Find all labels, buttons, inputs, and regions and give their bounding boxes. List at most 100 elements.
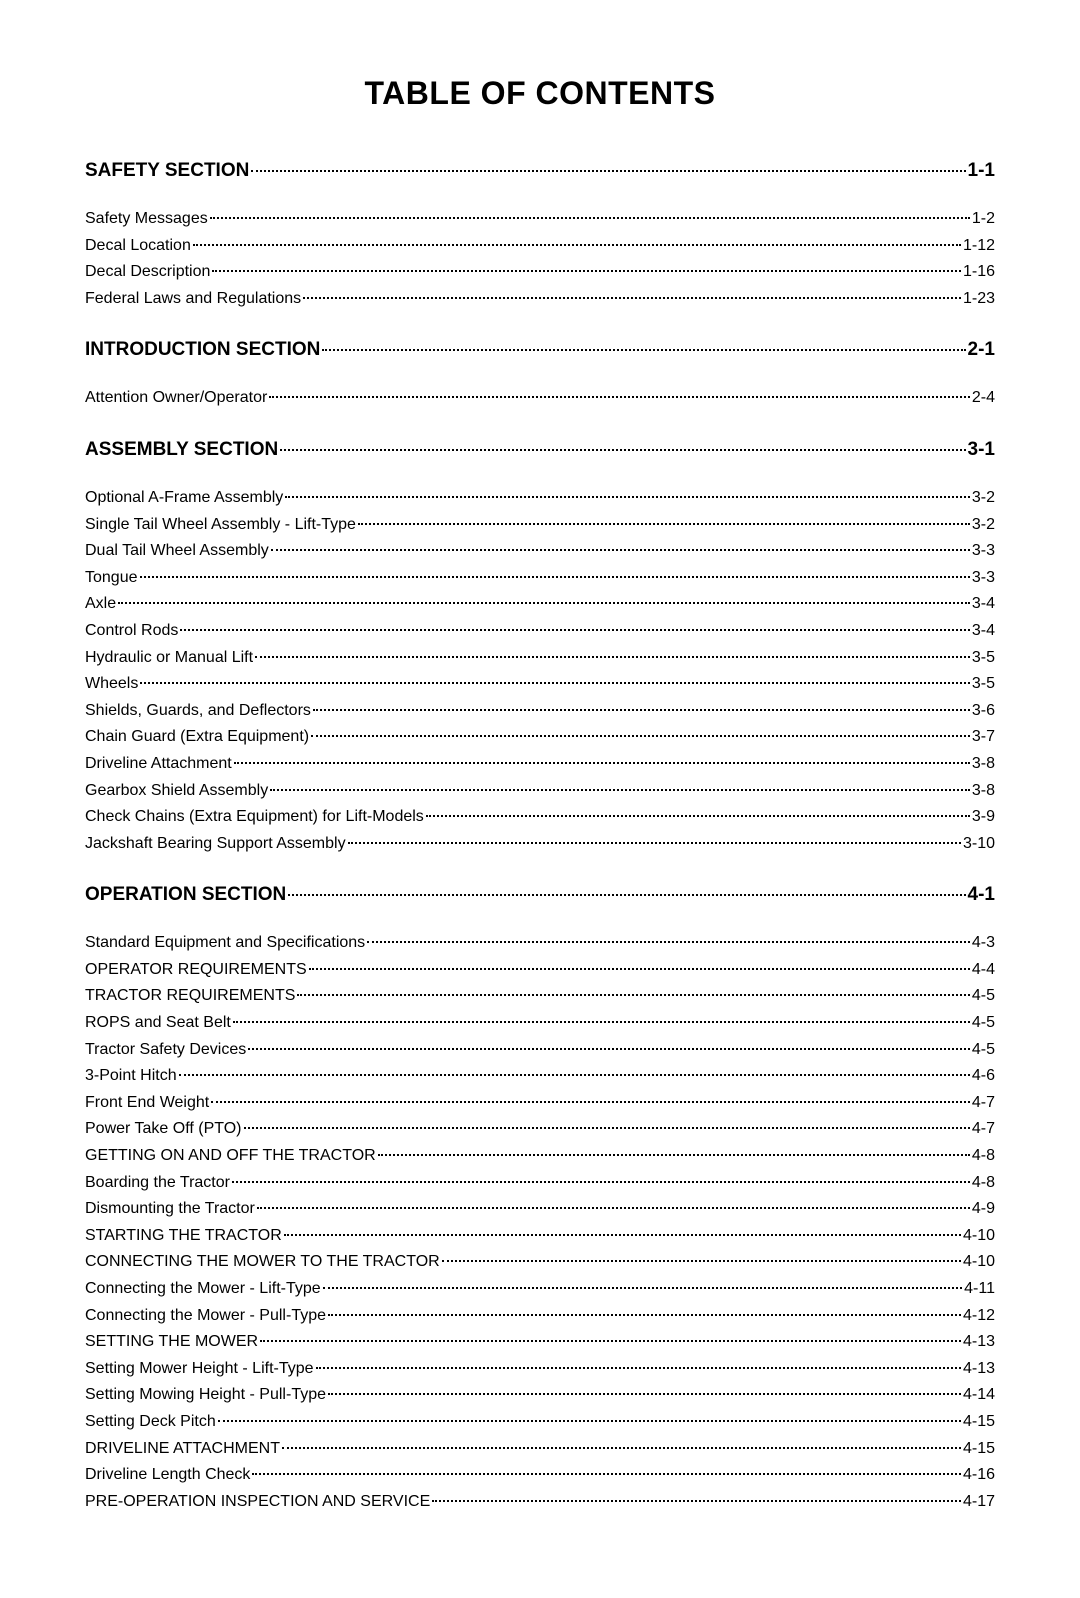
toc-entry-page: 3-7 xyxy=(972,724,995,750)
toc-entry-row: Axle 3-4 xyxy=(85,591,995,617)
toc-entry-page: 4-13 xyxy=(963,1329,995,1355)
toc-entry-label: Driveline Attachment xyxy=(85,751,232,777)
toc-entry-page: 4-13 xyxy=(963,1356,995,1382)
dot-leader xyxy=(180,629,970,631)
dot-leader xyxy=(232,1181,970,1183)
toc-entry-row: Tongue 3-3 xyxy=(85,565,995,591)
dot-leader xyxy=(426,815,970,817)
dot-leader xyxy=(244,1127,970,1129)
toc-entry-page: 4-12 xyxy=(963,1303,995,1329)
toc-entry-label: GETTING ON AND OFF THE TRACTOR xyxy=(85,1143,376,1169)
toc-entry-page: 3-6 xyxy=(972,698,995,724)
toc-entry-page: 3-3 xyxy=(972,565,995,591)
toc-entry-page: 4-11 xyxy=(964,1276,995,1302)
toc-entry-row: DRIVELINE ATTACHMENT 4-15 xyxy=(85,1436,995,1462)
section-heading-row: INTRODUCTION SECTION 2-1 xyxy=(85,339,995,361)
section-heading-label: OPERATION SECTION xyxy=(85,884,286,906)
toc-entry-label: DRIVELINE ATTACHMENT xyxy=(85,1436,280,1462)
toc-entry-row: Power Take Off (PTO) 4-7 xyxy=(85,1116,995,1142)
dot-leader xyxy=(322,349,965,351)
toc-entry-page: 4-4 xyxy=(972,957,995,983)
toc-entry-label: Chain Guard (Extra Equipment) xyxy=(85,724,309,750)
toc-entry-label: Dismounting the Tractor xyxy=(85,1196,255,1222)
entries-block: Safety Messages 1-2Decal Location 1-12De… xyxy=(85,206,995,311)
dot-leader xyxy=(316,1367,961,1369)
entries-block: Optional A-Frame Assembly 3-2Single Tail… xyxy=(85,485,995,856)
toc-entry-row: Connecting the Mower - Pull-Type 4-12 xyxy=(85,1303,995,1329)
toc-entry-page: 3-2 xyxy=(972,512,995,538)
toc-entry-page: 3-8 xyxy=(972,778,995,804)
toc-entry-label: Connecting the Mower - Pull-Type xyxy=(85,1303,326,1329)
dot-leader xyxy=(193,244,961,246)
toc-entry-row: Front End Weight 4-7 xyxy=(85,1090,995,1116)
section-heading-label: ASSEMBLY SECTION xyxy=(85,439,278,461)
toc-entry-page: 3-10 xyxy=(963,831,995,857)
toc-entry-row: Standard Equipment and Specifications 4-… xyxy=(85,930,995,956)
toc-entry-page: 3-9 xyxy=(972,804,995,830)
toc-entry-page: 4-9 xyxy=(972,1196,995,1222)
dot-leader xyxy=(270,789,970,791)
section-heading-label: SAFETY SECTION xyxy=(85,160,249,182)
dot-leader xyxy=(297,994,969,996)
dot-leader xyxy=(284,1234,961,1236)
toc-entry-page: 4-5 xyxy=(972,1010,995,1036)
toc-entry-row: Setting Deck Pitch 4-15 xyxy=(85,1409,995,1435)
entries-block: Attention Owner/Operator 2-4 xyxy=(85,385,995,411)
toc-entry-page: 3-5 xyxy=(972,671,995,697)
toc-entry-row: Chain Guard (Extra Equipment) 3-7 xyxy=(85,724,995,750)
toc-entry-label: Setting Deck Pitch xyxy=(85,1409,216,1435)
toc-entry-row: PRE-OPERATION INSPECTION AND SERVICE 4-1… xyxy=(85,1489,995,1515)
toc-entry-page: 1-2 xyxy=(972,206,995,232)
toc-entry-label: STARTING THE TRACTOR xyxy=(85,1223,282,1249)
dot-leader xyxy=(260,1340,961,1342)
toc-entry-label: Tongue xyxy=(85,565,138,591)
dot-leader xyxy=(367,941,970,943)
toc-entry-page: 4-10 xyxy=(963,1223,995,1249)
toc-entry-row: Jackshaft Bearing Support Assembly 3-10 xyxy=(85,831,995,857)
toc-entry-label: Setting Mower Height - Lift-Type xyxy=(85,1356,314,1382)
section-heading-row: OPERATION SECTION 4-1 xyxy=(85,884,995,906)
dot-leader xyxy=(303,297,961,299)
dot-leader xyxy=(313,709,970,711)
section-heading-page: 3-1 xyxy=(968,439,995,461)
dot-leader xyxy=(234,762,970,764)
toc-entry-page: 3-4 xyxy=(972,591,995,617)
toc-entry-row: Dismounting the Tractor 4-9 xyxy=(85,1196,995,1222)
dot-leader xyxy=(348,842,961,844)
toc-entry-page: 2-4 xyxy=(972,385,995,411)
toc-entry-row: Gearbox Shield Assembly 3-8 xyxy=(85,778,995,804)
dot-leader xyxy=(269,396,970,398)
toc-entry-label: CONNECTING THE MOWER TO THE TRACTOR xyxy=(85,1249,440,1275)
toc-entry-page: 4-15 xyxy=(963,1436,995,1462)
toc-entry-row: Wheels 3-5 xyxy=(85,671,995,697)
dot-leader xyxy=(118,602,970,604)
dot-leader xyxy=(442,1260,961,1262)
toc-entry-label: Setting Mowing Height - Pull-Type xyxy=(85,1382,326,1408)
toc-entry-row: Single Tail Wheel Assembly - Lift-Type 3… xyxy=(85,512,995,538)
dot-leader xyxy=(233,1021,970,1023)
toc-entry-row: Decal Location 1-12 xyxy=(85,233,995,259)
section-heading-page: 4-1 xyxy=(968,884,995,906)
toc-entry-label: Attention Owner/Operator xyxy=(85,385,267,411)
toc-entry-label: Hydraulic or Manual Lift xyxy=(85,645,253,671)
toc-entry-label: OPERATOR REQUIREMENTS xyxy=(85,957,307,983)
dot-leader xyxy=(210,217,970,219)
toc-entry-label: ROPS and Seat Belt xyxy=(85,1010,231,1036)
toc-entry-page: 4-8 xyxy=(972,1170,995,1196)
toc-entry-label: Driveline Length Check xyxy=(85,1462,250,1488)
toc-entry-row: Safety Messages 1-2 xyxy=(85,206,995,232)
dot-leader xyxy=(140,576,970,578)
toc-entry-label: Dual Tail Wheel Assembly xyxy=(85,538,269,564)
toc-entry-label: Front End Weight xyxy=(85,1090,209,1116)
toc-entry-page: 1-12 xyxy=(963,233,995,259)
toc-entry-row: Attention Owner/Operator 2-4 xyxy=(85,385,995,411)
toc-entry-label: Gearbox Shield Assembly xyxy=(85,778,268,804)
toc-entry-row: Federal Laws and Regulations 1-23 xyxy=(85,286,995,312)
toc-entry-label: Connecting the Mower - Lift-Type xyxy=(85,1276,321,1302)
dot-leader xyxy=(358,523,970,525)
toc-entry-page: 1-16 xyxy=(963,259,995,285)
dot-leader xyxy=(323,1287,962,1289)
toc-entry-label: Power Take Off (PTO) xyxy=(85,1116,242,1142)
toc-entry-label: 3-Point Hitch xyxy=(85,1063,177,1089)
toc-entry-page: 4-7 xyxy=(972,1116,995,1142)
